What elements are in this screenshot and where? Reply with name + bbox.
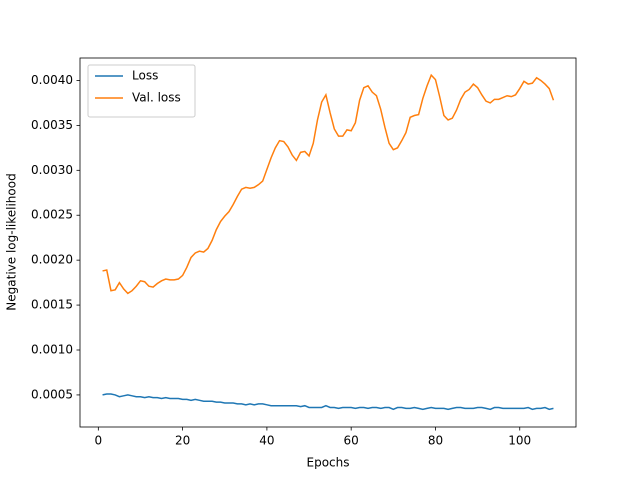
y-tick-label: 0.0010 [31,343,73,357]
legend-box [87,64,196,118]
x-tick-label: 0 [95,434,103,448]
x-tick-label: 100 [508,434,531,448]
line-series [102,393,554,411]
plot-frame [79,57,577,428]
x-tick-label: 60 [344,434,359,448]
y-tick-label: 0.0040 [31,73,73,87]
x-axis-label: Epochs [307,456,350,470]
y-tick-label: 0.0035 [31,118,73,132]
x-tick-label: 40 [259,434,274,448]
y-tick-label: 0.0005 [31,387,73,401]
line-series [102,73,555,295]
y-tick-label: 0.0030 [31,163,73,177]
y-tick-label: 0.0025 [31,208,73,222]
x-tick-label: 80 [428,434,443,448]
y-tick-label: 0.0015 [31,298,73,312]
legend-label: Loss [132,69,158,83]
y-axis-label: Negative log-likelihood [5,173,19,310]
legend-label: Val. loss [132,91,181,105]
x-tick-label: 20 [175,434,190,448]
y-tick-label: 0.0020 [31,253,73,267]
